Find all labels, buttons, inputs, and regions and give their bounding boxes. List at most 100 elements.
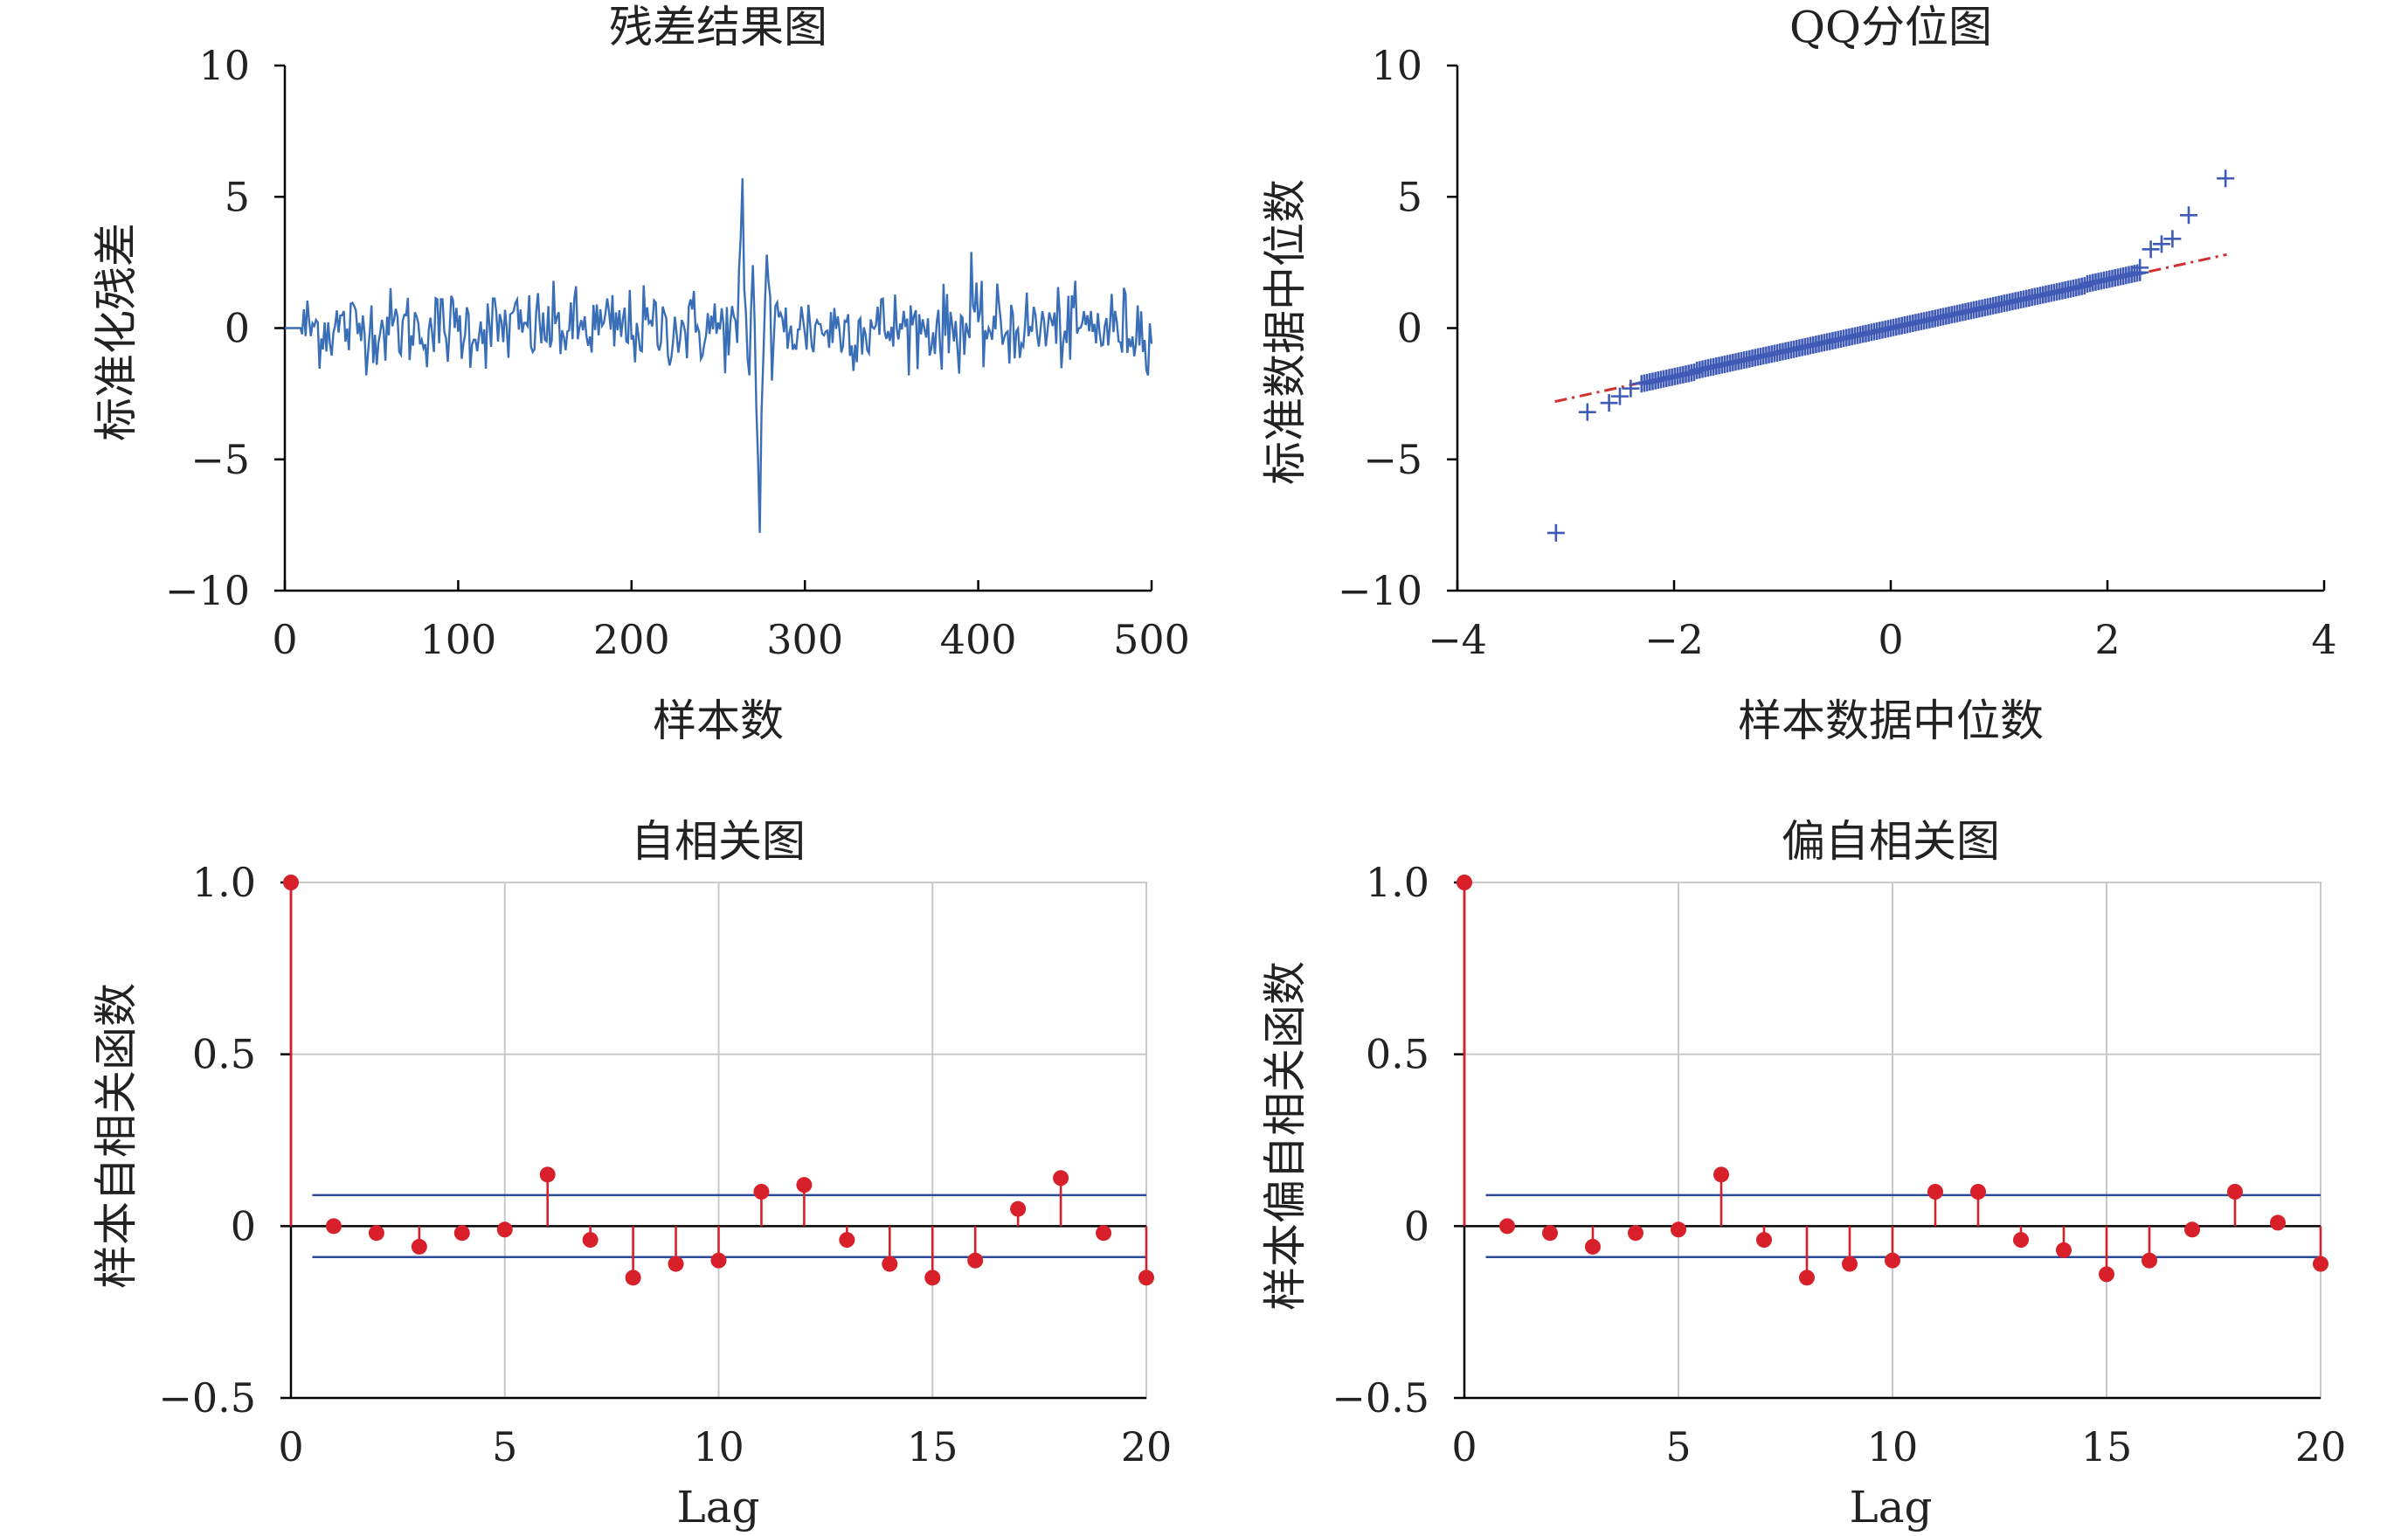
x-tick-label: 20 xyxy=(2295,1423,2347,1470)
x-tick-label: 15 xyxy=(2081,1423,2133,1470)
stem-marker xyxy=(882,1256,898,1272)
residual-series-line xyxy=(285,178,1153,533)
qq-point xyxy=(2163,230,2182,248)
qq-point xyxy=(2217,170,2235,188)
y-axis-label: 标准数据中位数 xyxy=(1260,179,1311,485)
x-tick-label: 4 xyxy=(2311,616,2336,663)
y-tick-label: −10 xyxy=(1338,567,1422,614)
stem-marker xyxy=(453,1225,470,1242)
panel-acf: 自相关图 Lag 样本自相关函数 0 5 10 15 20 1.0 0.5 0 −0.5 xyxy=(91,816,1172,1533)
x-tick-label: 10 xyxy=(693,1423,744,1470)
stem-marker xyxy=(924,1270,941,1286)
panel-residuals: 残差结果图 样本数 标准化残差 0 100 200 300 400 500 10 5 0 −5 −1… xyxy=(91,2,1190,746)
x-tick-label: 15 xyxy=(907,1423,958,1470)
y-tick-label: 10 xyxy=(1371,42,1422,89)
qq-point xyxy=(1622,379,1640,398)
x-axis-label: 样本数据中位数 xyxy=(1738,695,2044,746)
stem-marker xyxy=(1799,1270,1815,1286)
y-tick-label: −0.5 xyxy=(1332,1374,1429,1422)
panel-pacf: 偏自相关图 Lag 样本偏自相关函数 0 5 10 15 20 1.0 0.5 0 −0.5 xyxy=(1260,816,2346,1533)
stem-marker xyxy=(625,1270,641,1286)
qq-point xyxy=(2153,235,2170,253)
stem-marker xyxy=(1010,1200,1027,1217)
y-tick-label: 5 xyxy=(1397,173,1422,220)
x-tick-label: 100 xyxy=(419,616,496,663)
stem-marker xyxy=(1927,1184,1943,1200)
qq-point xyxy=(1578,403,1596,421)
x-tick-label: −2 xyxy=(1644,616,1704,663)
x-tick-label: 500 xyxy=(1113,616,1190,663)
stem-marker xyxy=(2099,1266,2114,1283)
stem-marker xyxy=(368,1225,384,1242)
x-tick-label: 2 xyxy=(2094,616,2120,663)
y-axis-label: 样本偏自相关函数 xyxy=(1260,961,1311,1311)
x-tick-label: 20 xyxy=(1121,1423,1173,1470)
qq-point xyxy=(1600,394,1618,412)
stem-marker xyxy=(710,1252,727,1269)
chart-title: QQ分位图 xyxy=(1789,2,1992,52)
stem-marker xyxy=(411,1238,427,1255)
stem-marker xyxy=(539,1166,556,1183)
stem-marker xyxy=(2184,1221,2200,1238)
x-tick-label: 0 xyxy=(278,1423,303,1470)
stem-marker xyxy=(1542,1225,1558,1242)
stem-marker xyxy=(1842,1256,1858,1272)
stem-marker xyxy=(325,1218,342,1235)
stem-marker xyxy=(2270,1214,2286,1231)
y-tick-label: 10 xyxy=(198,42,250,89)
stem-marker xyxy=(1628,1225,1643,1242)
stem-marker xyxy=(1885,1252,1900,1269)
y-axis-label: 标准化残差 xyxy=(91,223,142,441)
x-tick-label: 200 xyxy=(593,616,670,663)
stem-marker xyxy=(967,1252,984,1269)
x-tick-label: 5 xyxy=(1665,1423,1691,1470)
qq-point xyxy=(1547,523,1565,542)
y-tick-label: −10 xyxy=(165,567,250,614)
stem-marker xyxy=(796,1177,813,1194)
stem-marker xyxy=(1585,1238,1601,1255)
stem-marker xyxy=(1499,1218,1515,1235)
x-tick-label: 5 xyxy=(492,1423,517,1470)
stem-marker xyxy=(1756,1232,1772,1249)
y-axis-label: 样本自相关函数 xyxy=(91,983,142,1289)
stem-marker xyxy=(582,1232,599,1249)
stem-marker xyxy=(1138,1270,1154,1286)
panel-qq: QQ分位图 样本数据中位数 标准数据中位数 −4 −2 0 2 4 10 5 0 −5 −10 xyxy=(1260,2,2337,746)
x-tick-label: 400 xyxy=(940,616,1017,663)
stem-marker xyxy=(1457,875,1472,890)
stem-marker xyxy=(1053,1170,1069,1187)
stem-marker xyxy=(283,875,299,890)
x-axis-label: Lag xyxy=(676,1482,759,1533)
y-tick-label: 0 xyxy=(225,305,250,352)
x-tick-label: 0 xyxy=(1451,1423,1477,1470)
stem-marker xyxy=(2227,1184,2243,1200)
qq-point xyxy=(1611,387,1629,405)
y-tick-label: 0.5 xyxy=(192,1031,256,1078)
x-tick-label: −4 xyxy=(1428,616,1487,663)
y-tick-label: 1.0 xyxy=(192,859,256,906)
y-tick-label: 0 xyxy=(231,1202,256,1249)
qq-point xyxy=(2142,240,2160,259)
qq-point xyxy=(2180,206,2197,225)
x-axis-label: Lag xyxy=(1849,1482,1932,1533)
x-axis-label: 样本数 xyxy=(653,695,784,746)
stem-marker xyxy=(668,1256,684,1272)
stem-marker xyxy=(1096,1225,1112,1242)
x-tick-label: 300 xyxy=(766,616,843,663)
stem-marker xyxy=(1970,1184,1986,1200)
y-tick-label: 1.0 xyxy=(1366,859,1429,906)
stem-marker xyxy=(1713,1166,1729,1183)
stem-marker xyxy=(2142,1252,2157,1269)
chart-title: 残差结果图 xyxy=(609,2,827,52)
y-tick-label: 0.5 xyxy=(1366,1031,1429,1078)
qq-point xyxy=(2131,259,2149,277)
stem-marker xyxy=(2056,1242,2072,1258)
y-tick-label: −5 xyxy=(1363,436,1422,483)
stem-marker xyxy=(2313,1256,2328,1272)
chart-title: 自相关图 xyxy=(631,816,806,867)
chart-title: 偏自相关图 xyxy=(1782,816,2000,867)
x-tick-label: 0 xyxy=(1878,616,1903,663)
y-tick-label: 0 xyxy=(1404,1202,1429,1249)
y-tick-label: 5 xyxy=(225,173,250,220)
